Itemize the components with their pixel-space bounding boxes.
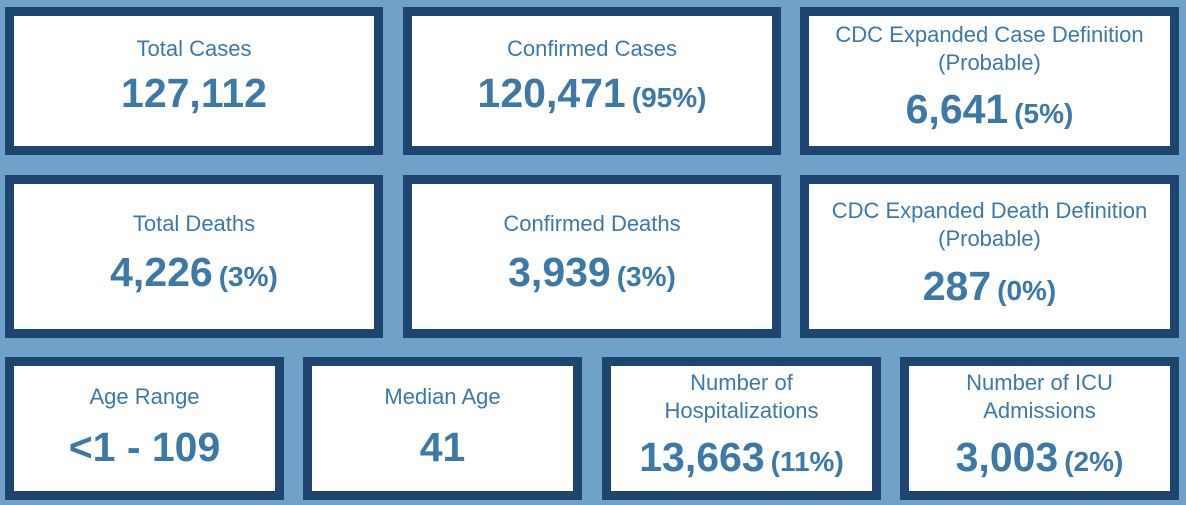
hospitalizations-value-line: 13,663 (11%)	[639, 434, 844, 480]
age-range-card: Age Range <1 - 109	[5, 357, 284, 500]
probable-cases-label: CDC Expanded Case Definition (Probable)	[831, 21, 1147, 77]
median-age-value: 41	[419, 424, 466, 470]
hospitalizations-percent: (11%)	[770, 446, 844, 477]
confirmed-deaths-value: 3,939	[508, 249, 611, 295]
total-deaths-label: Total Deaths	[132, 211, 256, 236]
confirmed-deaths-percent: (3%)	[616, 261, 676, 292]
hospitalizations-card: Number of Hospitalizations 13,663 (11%)	[602, 357, 881, 500]
age-range-value-line: <1 - 109	[69, 424, 221, 470]
icu-admissions-value-line: 3,003 (2%)	[956, 434, 1124, 480]
probable-deaths-value-line: 287 (0%)	[923, 263, 1057, 309]
total-deaths-card: Total Deaths 4,226 (3%)	[5, 175, 383, 338]
confirmed-deaths-label: Confirmed Deaths	[503, 211, 681, 236]
probable-deaths-percent: (0%)	[997, 275, 1057, 306]
total-deaths-value-line: 4,226 (3%)	[110, 249, 278, 295]
probable-cases-percent: (5%)	[1014, 98, 1074, 129]
total-deaths-percent: (3%)	[218, 261, 278, 292]
hospitalizations-label-line-1: Number of	[690, 370, 793, 395]
confirmed-cases-value-line: 120,471 (95%)	[478, 70, 707, 116]
icu-admissions-label: Number of ICU Admissions	[966, 369, 1113, 425]
total-cases-value-line: 127,112	[121, 70, 267, 116]
icu-admissions-percent: (2%)	[1064, 446, 1124, 477]
probable-cases-label-line-2: (Probable)	[938, 50, 1041, 75]
confirmed-cases-card: Confirmed Cases 120,471 (95%)	[403, 7, 781, 155]
hospitalizations-label-line-2: Hospitalizations	[664, 398, 819, 423]
total-cases-value: 127,112	[121, 70, 267, 116]
median-age-card: Median Age 41	[303, 357, 582, 500]
probable-deaths-label-line-2: (Probable)	[938, 226, 1041, 251]
probable-deaths-label: CDC Expanded Death Definition (Probable)	[828, 197, 1152, 253]
icu-admissions-card: Number of ICU Admissions 3,003 (2%)	[900, 357, 1179, 500]
probable-cases-value: 6,641	[905, 86, 1009, 132]
hospitalizations-label: Number of Hospitalizations	[664, 369, 818, 425]
probable-deaths-label-line-1: CDC Expanded Death Definition	[831, 198, 1148, 223]
confirmed-deaths-card: Confirmed Deaths 3,939 (3%)	[403, 175, 781, 338]
confirmed-deaths-value-line: 3,939 (3%)	[508, 249, 676, 295]
median-age-label: Median Age	[384, 384, 501, 409]
icu-admissions-value: 3,003	[955, 434, 1059, 480]
probable-cases-card: CDC Expanded Case Definition (Probable) …	[800, 7, 1179, 155]
age-range-label: Age Range	[89, 384, 200, 409]
confirmed-cases-percent: (95%)	[631, 82, 707, 113]
total-cases-label: Total Cases	[136, 36, 252, 61]
total-cases-card: Total Cases 127,112	[5, 7, 383, 155]
total-deaths-value: 4,226	[110, 249, 213, 295]
median-age-value-line: 41	[420, 424, 466, 470]
confirmed-cases-label: Confirmed Cases	[507, 36, 677, 61]
icu-admissions-label-line-1: Number of ICU	[966, 370, 1113, 395]
hospitalizations-value: 13,663	[639, 434, 765, 480]
probable-cases-label-line-1: CDC Expanded Case Definition	[835, 22, 1144, 47]
probable-deaths-value: 287	[922, 263, 992, 309]
probable-deaths-card: CDC Expanded Death Definition (Probable)…	[800, 175, 1179, 338]
confirmed-cases-value: 120,471	[477, 70, 626, 116]
icu-admissions-label-line-2: Admissions	[983, 398, 1096, 423]
probable-cases-value-line: 6,641 (5%)	[906, 86, 1074, 132]
age-range-value: <1 - 109	[68, 424, 221, 470]
